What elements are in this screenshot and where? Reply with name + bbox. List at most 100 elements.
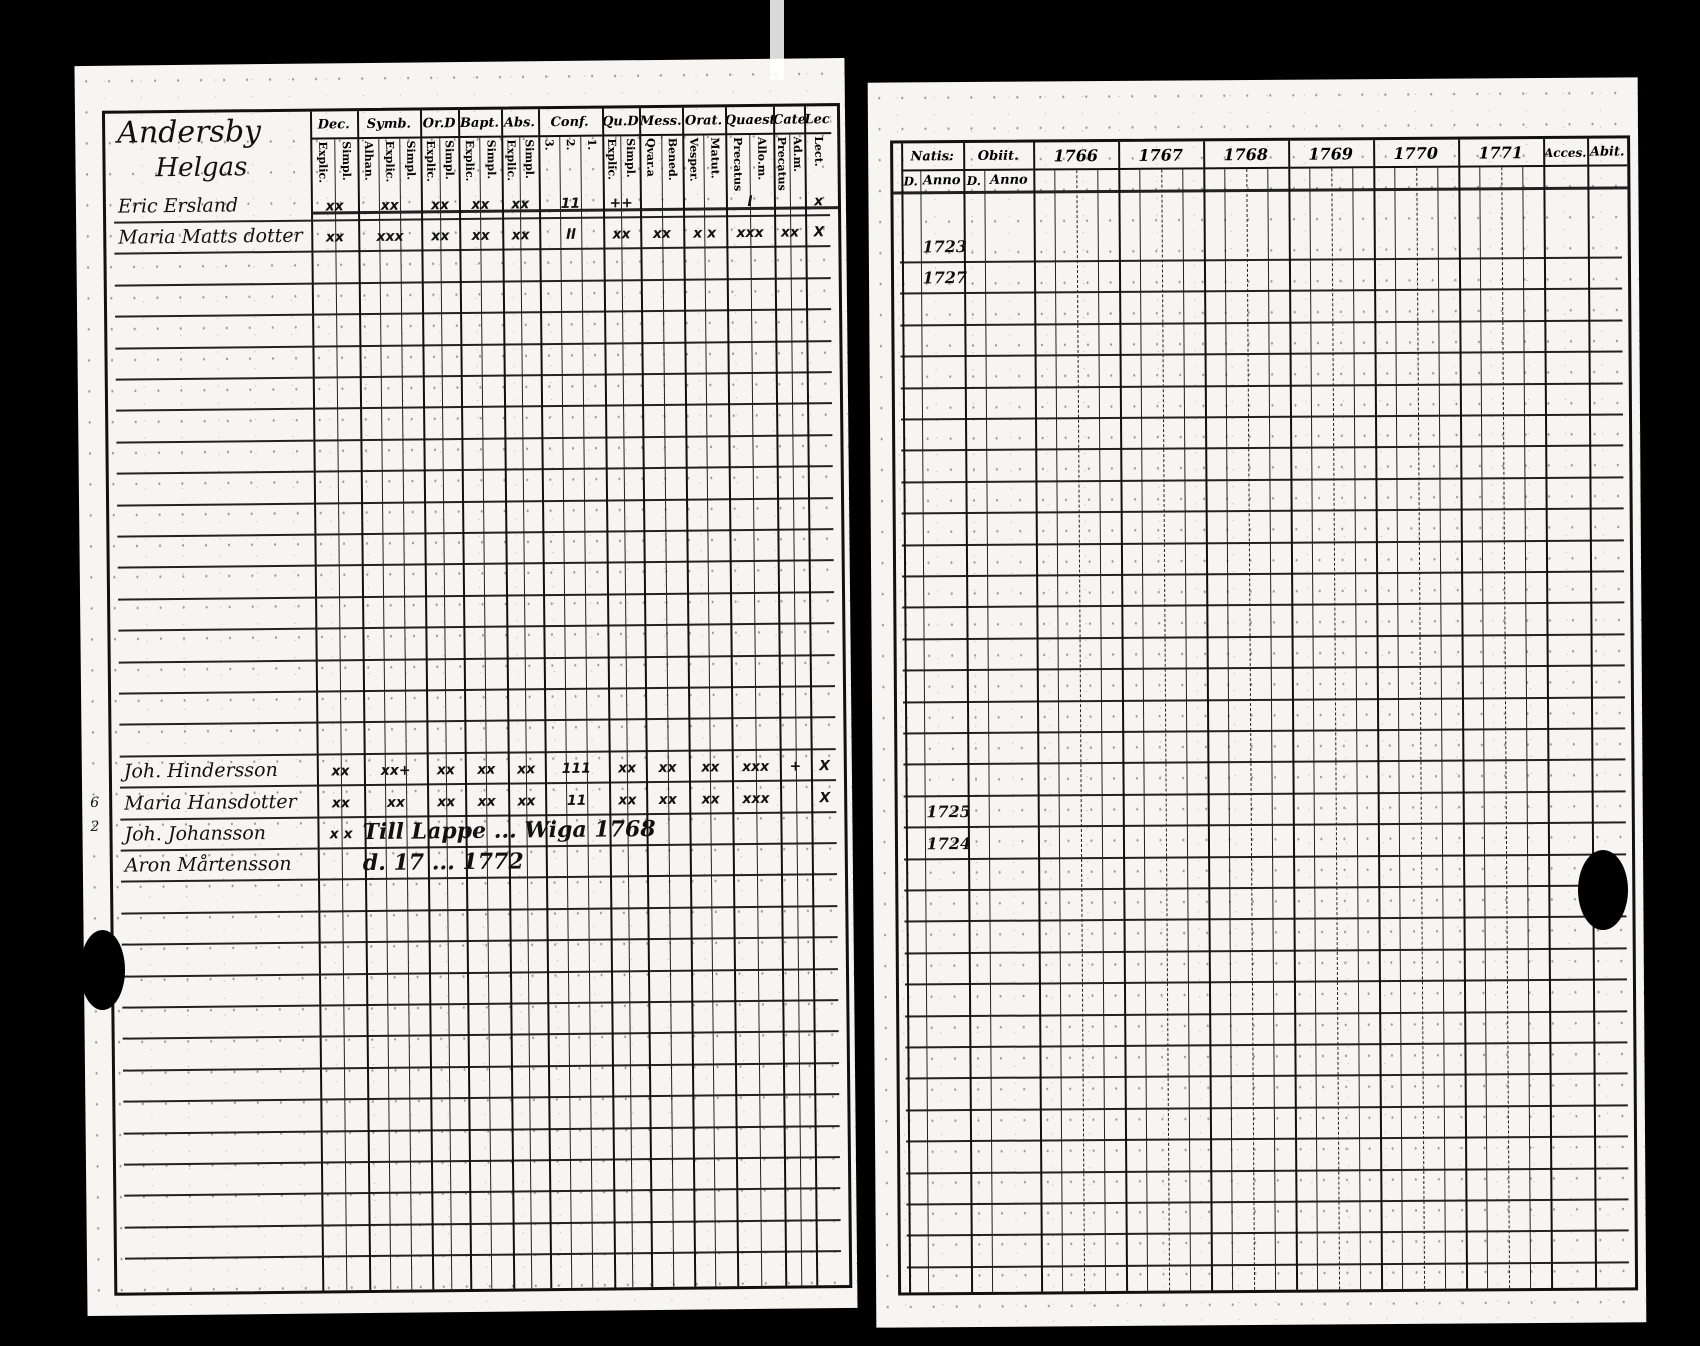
- row-line: [114, 276, 831, 287]
- sub-column-divider: [620, 136, 634, 1288]
- exam-mark: xx: [325, 229, 345, 246]
- exam-mark: xxx: [741, 759, 770, 776]
- right-register-page: Natis: D. Anno Obiit. D. Anno 1766 1767 1768 1769…: [867, 77, 1647, 1328]
- year-divider: [1288, 140, 1299, 1290]
- exam-mark: xx: [331, 794, 350, 812]
- natis-sub-header: D.: [903, 174, 918, 189]
- sub-column-divider: [399, 138, 413, 1290]
- exam-mark: xxx: [742, 790, 770, 807]
- exam-mark: x x: [329, 826, 353, 843]
- row-line: [906, 1229, 1629, 1237]
- row-line: [904, 853, 1627, 861]
- year-divider: [1373, 140, 1384, 1290]
- row-line: [905, 1072, 1628, 1080]
- birth-year: 1727: [922, 268, 968, 288]
- row-line: [900, 382, 1623, 390]
- left-divider: [901, 143, 912, 1293]
- exam-mark: xx: [386, 794, 406, 811]
- row-line: [900, 350, 1623, 358]
- row-line: [903, 821, 1626, 829]
- column-group-header: Conf.: [537, 110, 602, 138]
- exam-mark: x: [814, 193, 824, 210]
- year-header: 1766: [1033, 143, 1119, 171]
- column-group-header: Qu.D: [601, 110, 640, 137]
- birth-year: 1724: [926, 833, 972, 853]
- year-divider: [1458, 139, 1469, 1289]
- exam-mark: X: [819, 789, 831, 806]
- row-line: [902, 601, 1625, 609]
- person-name: Joh. Johansson: [124, 822, 267, 846]
- row-line: [899, 256, 1622, 264]
- row-line: [906, 1167, 1629, 1175]
- exam-mark: xx+: [380, 762, 411, 780]
- row-line: [901, 476, 1624, 484]
- row-line: [117, 559, 834, 570]
- birth-year: 1723: [922, 237, 968, 257]
- row-line: [119, 685, 836, 695]
- sub-column-divider: [788, 134, 802, 1286]
- exam-mark: 11: [560, 195, 581, 212]
- column-group-header: Or.D: [420, 112, 458, 139]
- exam-mark: +: [789, 758, 802, 775]
- sub-column-divider: [479, 137, 493, 1289]
- row-line: [122, 1061, 839, 1072]
- row-line: [903, 790, 1626, 798]
- row-line: [903, 727, 1626, 735]
- column-group-divider: [804, 106, 819, 1286]
- natis-sub-header: Anno: [922, 173, 961, 189]
- left-register-table: Andersby Helgas 6 2 Dec. Explic. Simpl. Symb. Al…: [90, 103, 853, 1296]
- exam-mark: xx: [471, 228, 490, 245]
- row-line: [904, 884, 1627, 892]
- sub-column-header: Vesper.: [687, 137, 701, 182]
- exam-mark: xx: [701, 790, 720, 808]
- row-line: [904, 947, 1627, 955]
- exam-mark: xx: [471, 196, 490, 213]
- column-group-divider: [420, 110, 435, 1290]
- row-line: [118, 653, 835, 664]
- column-group-header: Abs.: [501, 111, 538, 138]
- row-line: [900, 319, 1623, 327]
- row-line: [902, 633, 1625, 641]
- sub-column-divider: [378, 138, 392, 1290]
- column-group-header: Orat.: [682, 109, 725, 136]
- row-line: [903, 758, 1626, 766]
- exam-mark: X: [813, 224, 825, 241]
- column-group-divider: [601, 108, 616, 1288]
- row-line: [905, 1104, 1628, 1112]
- row-line: [123, 1124, 840, 1135]
- row-line: [118, 590, 835, 601]
- year-header: 1769: [1288, 142, 1374, 169]
- row-line: [122, 1030, 839, 1041]
- exam-mark: xx: [477, 793, 496, 810]
- exam-mark: xx: [325, 198, 344, 215]
- row-line: [121, 967, 838, 978]
- row-line: [122, 999, 839, 1009]
- birth-year: 1725: [926, 802, 971, 822]
- exam-mark: xx: [437, 793, 456, 810]
- natis-divider: [963, 143, 974, 1293]
- column-group-divider: [724, 107, 739, 1287]
- row-line: [115, 308, 832, 318]
- year-divider: [1118, 141, 1129, 1291]
- row-line: [115, 339, 832, 350]
- row-line: [121, 904, 838, 915]
- exam-mark: xx: [430, 197, 450, 214]
- column-group-header: Catech.: [772, 108, 805, 135]
- row-line: [119, 716, 836, 727]
- exam-mark: 111: [561, 760, 592, 778]
- row-line: [124, 1218, 841, 1229]
- exam-mark: 11: [566, 792, 587, 809]
- row-line: [906, 1198, 1629, 1206]
- left-register-page: Andersby Helgas 6 2 Dec. Explic. Simpl. Symb. Al…: [74, 58, 858, 1316]
- column-group-divider: [537, 109, 552, 1289]
- person-name: Joh. Hindersson: [123, 759, 278, 783]
- row-line: [121, 936, 838, 946]
- exam-mark: xx: [701, 759, 720, 776]
- parish-heading: Andersby: [116, 114, 262, 151]
- exam-mark: xx: [380, 197, 399, 214]
- year-header: 1770: [1373, 141, 1459, 169]
- entry-note: d. 17 ... 1772: [362, 848, 524, 877]
- sub-column-header: Ad.m.: [790, 136, 805, 173]
- row-line: [902, 570, 1625, 578]
- row-line: [117, 496, 834, 507]
